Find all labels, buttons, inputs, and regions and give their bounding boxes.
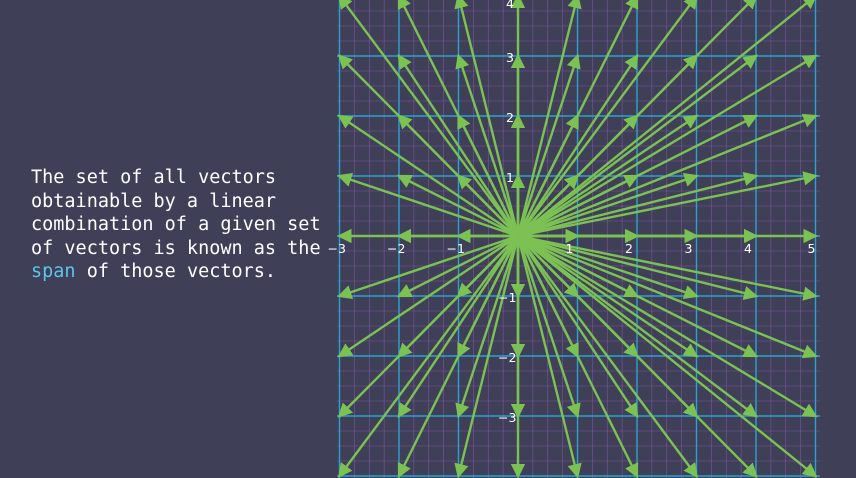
span-vector bbox=[516, 0, 698, 238]
span-vector bbox=[337, 172, 520, 238]
span-vector bbox=[516, 234, 639, 478]
span-vector bbox=[396, 174, 520, 238]
span-vector bbox=[396, 234, 520, 298]
span-vector bbox=[516, 234, 582, 478]
span-vector bbox=[516, 171, 759, 238]
span-vector bbox=[516, 0, 639, 238]
y-tick-label: −2 bbox=[498, 350, 516, 365]
x-tick-label: 3 bbox=[685, 241, 693, 256]
span-vector bbox=[516, 234, 758, 418]
span-vector bbox=[516, 114, 699, 238]
y-tick-label: 1 bbox=[506, 170, 514, 185]
span-vector bbox=[337, 234, 520, 358]
span-vector bbox=[337, 234, 520, 300]
span-vector bbox=[516, 114, 759, 238]
span-vector bbox=[516, 0, 758, 238]
span-vector bbox=[516, 0, 818, 238]
span-vector bbox=[337, 114, 520, 238]
caption-before: The set of all vectors obtainable by a l… bbox=[31, 167, 321, 259]
span-vector bbox=[516, 234, 818, 301]
span-vector bbox=[455, 53, 520, 238]
span-vector bbox=[516, 234, 698, 478]
y-tick-label: 3 bbox=[506, 50, 514, 65]
span-vector bbox=[338, 0, 520, 238]
x-tick-label: −3 bbox=[328, 241, 346, 256]
span-vector bbox=[516, 113, 818, 238]
span-vectors bbox=[337, 0, 818, 478]
span-vector bbox=[516, 234, 699, 358]
y-tick-label: 2 bbox=[506, 110, 514, 125]
span-vector bbox=[516, 172, 699, 238]
span-vector bbox=[516, 234, 581, 419]
span-vector bbox=[516, 234, 818, 478]
y-axis-tick-labels: 4 3 2 1 −1 −2 −3 bbox=[498, 0, 516, 425]
span-vector bbox=[516, 234, 818, 359]
y-tick-label: −3 bbox=[498, 410, 516, 425]
caption-text: The set of all vectors obtainable by a l… bbox=[31, 166, 321, 284]
span-vector bbox=[456, 174, 520, 238]
x-tick-label: 1 bbox=[566, 241, 574, 256]
y-tick-label: −1 bbox=[498, 290, 516, 305]
span-vector bbox=[516, 54, 818, 238]
span-vector bbox=[516, 234, 818, 418]
x-tick-label: 4 bbox=[744, 241, 752, 256]
span-vector bbox=[516, 171, 818, 238]
span-vector bbox=[397, 53, 520, 238]
span-vector bbox=[516, 234, 759, 301]
span-highlight: span bbox=[31, 261, 76, 282]
span-vector bbox=[454, 234, 520, 478]
span-vector bbox=[516, 234, 699, 300]
span-vector bbox=[338, 234, 520, 478]
span-vector bbox=[516, 234, 758, 478]
span-vector bbox=[457, 234, 520, 359]
x-tick-label: 5 bbox=[808, 241, 816, 256]
span-vector bbox=[456, 234, 520, 298]
span-vector bbox=[397, 234, 520, 419]
span-vector bbox=[516, 234, 759, 358]
span-vector bbox=[454, 0, 520, 238]
span-vector bbox=[516, 0, 582, 238]
span-vector bbox=[516, 53, 639, 238]
span-vector bbox=[455, 234, 520, 419]
y-tick-label: 4 bbox=[506, 0, 514, 11]
x-tick-label: −2 bbox=[387, 241, 405, 256]
x-tick-label: 2 bbox=[625, 241, 633, 256]
span-vector bbox=[516, 53, 581, 238]
caption-after: of those vectors. bbox=[86, 261, 277, 282]
span-vector bbox=[457, 113, 520, 238]
span-vector bbox=[516, 54, 758, 238]
span-vector bbox=[516, 234, 639, 419]
x-axis-tick-labels: −3 −2 −1 1 2 3 4 5 bbox=[328, 241, 816, 256]
x-tick-label: −1 bbox=[447, 241, 465, 256]
